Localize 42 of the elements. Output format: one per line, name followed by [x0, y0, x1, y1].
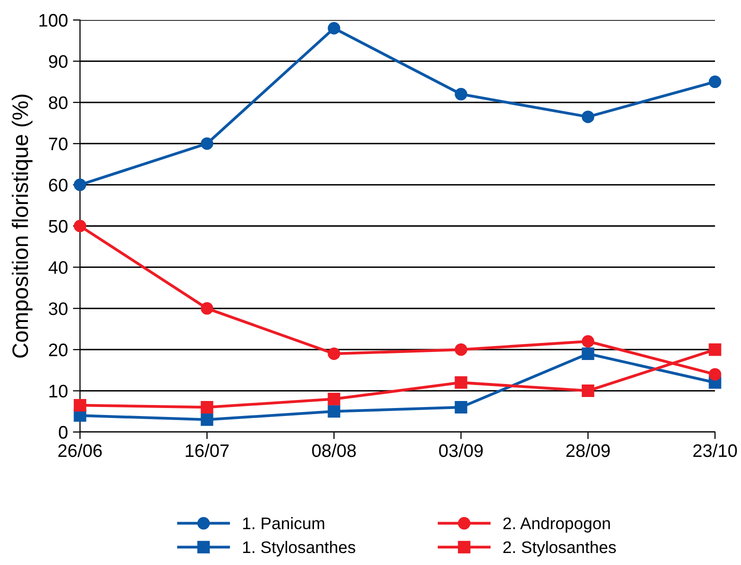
legend-label: 1. Stylosanthes [243, 540, 356, 556]
legend-label: 2. Andropogon [503, 517, 610, 533]
point [328, 22, 340, 34]
y-tick-label: 90 [48, 55, 68, 68]
point [582, 384, 594, 398]
x-tick-label: 23/10 [693, 444, 737, 458]
y-tick-label: 80 [48, 96, 68, 110]
y-tick-label: 20 [49, 344, 68, 356]
point [328, 392, 340, 406]
point [582, 335, 594, 348]
point [200, 137, 214, 150]
y-tick-label: 0 [58, 426, 68, 439]
point [582, 110, 594, 124]
point [454, 88, 468, 100]
point [582, 347, 594, 360]
point [708, 76, 722, 88]
x-tick-label: 16/07 [186, 444, 229, 458]
point [200, 413, 214, 426]
point [200, 401, 214, 414]
point [708, 368, 722, 381]
point [708, 343, 722, 356]
point [200, 302, 214, 315]
x-tick-label: 03/09 [439, 444, 483, 458]
legend-label: 1. Panicum [243, 517, 324, 530]
y-axis-title: Composition floristique (%) [12, 94, 33, 358]
y-tick-label: 40 [48, 261, 68, 274]
x-tick-label: 08/08 [312, 444, 356, 458]
point [328, 347, 340, 360]
x-tick-label: 28/09 [566, 444, 610, 458]
y-tick-label: 60 [49, 178, 68, 192]
point [454, 401, 468, 414]
y-tick-label: 10 [49, 384, 68, 398]
point [454, 343, 468, 356]
y-tick-label: 100 [39, 14, 68, 27]
legend-label: 2. Stylosanthes [503, 540, 616, 556]
y-tick-label: 70 [49, 138, 68, 150]
x-tick-label: 26/06 [58, 444, 102, 458]
y-tick-label: 50 [48, 220, 68, 233]
point [454, 376, 468, 389]
y-tick-label: 30 [48, 302, 68, 316]
point [328, 405, 340, 418]
point [74, 398, 86, 412]
